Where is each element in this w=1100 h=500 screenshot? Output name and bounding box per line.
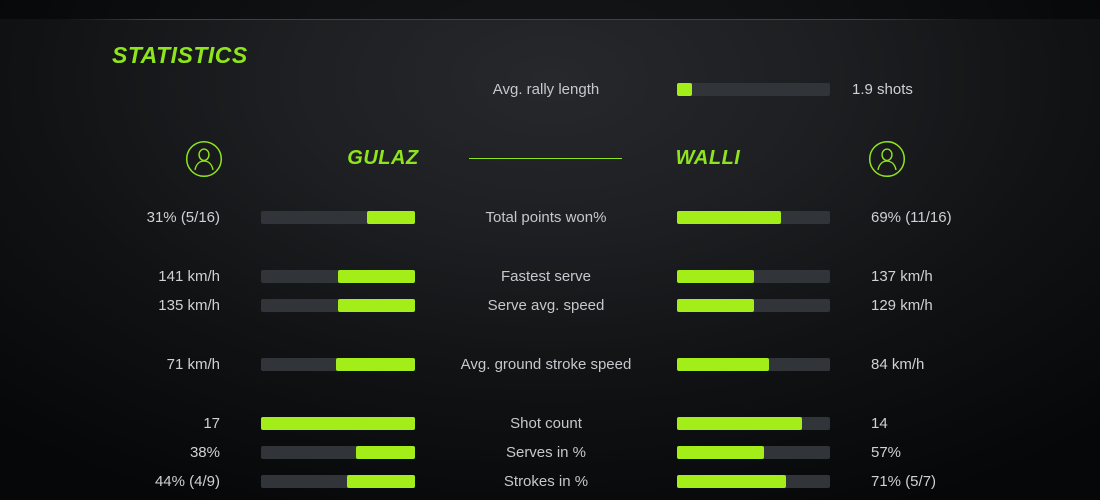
person-circle-icon — [868, 140, 906, 178]
left-value: 71 km/h — [166, 356, 220, 373]
left-value: 141 km/h — [158, 268, 220, 285]
left-value: 44% (4/9) — [154, 473, 220, 490]
right-value: 84 km/h — [871, 356, 925, 373]
page-title: STATISTICS — [112, 42, 248, 68]
right-bar — [677, 475, 830, 488]
player-right-avatar — [868, 140, 906, 178]
right-bar-fill — [677, 475, 786, 488]
left-bar — [261, 475, 415, 488]
avg-rally-row: Avg. rally length 1.9 shots — [0, 75, 1100, 105]
right-bar-fill — [677, 211, 782, 224]
player-left-avatar — [185, 140, 223, 178]
stat-label: Total points won% — [485, 209, 607, 226]
stat-label: Strokes in % — [503, 473, 589, 490]
left-bar-fill — [338, 270, 415, 283]
right-value: 14 — [871, 415, 888, 432]
stat-row-total-points: 31% (5/16) Total points won% 69% (11/16) — [0, 203, 1100, 233]
left-value: 38% — [189, 444, 220, 461]
right-value: 137 km/h — [871, 268, 933, 285]
stat-row-fastest-serve: 141 km/h Fastest serve 137 km/h — [0, 262, 1100, 292]
stat-label: Serve avg. speed — [487, 297, 605, 314]
avg-rally-bar — [677, 83, 830, 96]
left-bar — [261, 211, 415, 224]
left-value: 17 — [203, 415, 220, 432]
right-bar — [677, 270, 830, 283]
right-bar-fill — [677, 446, 765, 459]
right-value: 57% — [871, 444, 902, 461]
left-bar-fill — [347, 475, 415, 488]
stat-row-strokes-in-pct: 44% (4/9) Strokes in % 71% (5/7) — [0, 467, 1100, 497]
right-bar-fill — [677, 358, 769, 371]
left-value: 135 km/h — [158, 297, 220, 314]
left-bar-fill — [338, 299, 415, 312]
right-bar — [677, 446, 830, 459]
left-bar-fill — [336, 358, 415, 371]
left-bar — [261, 446, 415, 459]
stat-label: Fastest serve — [500, 268, 592, 285]
left-bar-fill — [356, 446, 415, 459]
top-divider-line — [0, 19, 1100, 20]
right-value: 129 km/h — [871, 297, 933, 314]
right-bar — [677, 417, 830, 430]
stat-label: Shot count — [510, 415, 582, 432]
player-left-name: GULAZ — [347, 147, 419, 169]
right-bar-fill — [677, 270, 754, 283]
left-bar — [261, 299, 415, 312]
right-bar — [677, 211, 830, 224]
left-bar — [261, 270, 415, 283]
top-strip — [0, 0, 1100, 19]
right-bar — [677, 299, 830, 312]
avg-rally-value: 1.9 shots — [852, 81, 913, 98]
right-value: 69% (11/16) — [871, 209, 952, 226]
avg-rally-bar-fill — [677, 83, 693, 96]
right-value: 71% (5/7) — [871, 473, 937, 490]
right-bar-fill — [677, 417, 803, 430]
stat-row-shot-count: 17 Shot count 14 — [0, 409, 1100, 439]
stat-row-ground-stroke-speed: 71 km/h Avg. ground stroke speed 84 km/h — [0, 350, 1100, 380]
person-circle-icon — [185, 140, 223, 178]
stat-label: Avg. ground stroke speed — [460, 356, 632, 373]
left-bar — [261, 358, 415, 371]
players-divider-line — [469, 158, 622, 159]
left-bar — [261, 417, 415, 430]
right-bar — [677, 358, 830, 371]
right-bar-fill — [677, 299, 754, 312]
stat-row-serves-in-pct: 38% Serves in % 57% — [0, 438, 1100, 468]
player-right-name: WALLI — [675, 147, 741, 169]
left-value: 31% (5/16) — [146, 209, 220, 226]
avg-rally-label: Avg. rally length — [492, 81, 600, 98]
stat-row-serve-avg-speed: 135 km/h Serve avg. speed 129 km/h — [0, 291, 1100, 321]
left-bar-fill — [367, 211, 415, 224]
stat-label: Serves in % — [505, 444, 587, 461]
left-bar-fill — [261, 417, 415, 430]
